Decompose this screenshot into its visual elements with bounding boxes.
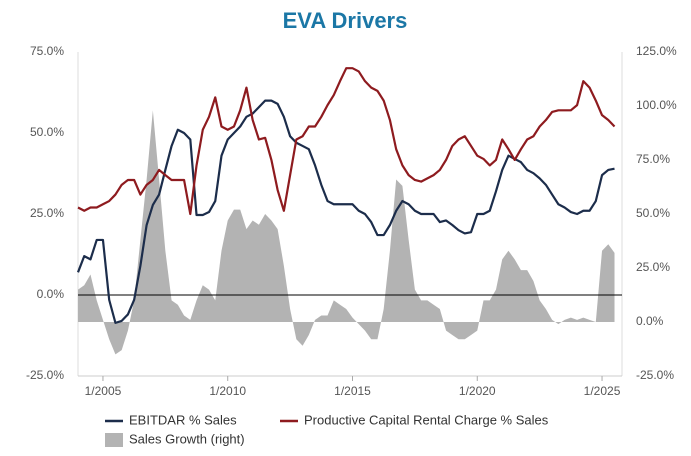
- legend-label: Productive Capital Rental Charge % Sales: [304, 412, 549, 427]
- y-tick-label: 0.0%: [37, 287, 65, 301]
- y-tick-label: 25.0%: [30, 206, 64, 220]
- x-tick-label: 1/2010: [209, 384, 246, 398]
- y2-tick-label: 50.0%: [636, 206, 670, 220]
- y-tick-label: -25.0%: [26, 368, 64, 382]
- line: [77, 67, 616, 216]
- x-tick-label: 1/2015: [334, 384, 371, 398]
- legend-label: EBITDAR % Sales: [129, 412, 237, 427]
- y-tick-label: 50.0%: [30, 125, 64, 139]
- line: [76, 99, 615, 324]
- y2-tick-label: 125.0%: [636, 44, 677, 58]
- legend-label: Sales Growth (right): [129, 431, 245, 446]
- y2-tick-label: 25.0%: [636, 260, 670, 274]
- y2-tick-label: 0.0%: [636, 314, 664, 328]
- y-tick-label: 75.0%: [30, 44, 64, 58]
- y2-tick-label: 75.0%: [636, 152, 670, 166]
- y2-tick-label: 100.0%: [636, 98, 677, 112]
- y2-tick-label: -25.0%: [636, 368, 674, 382]
- chart-title: EVA Drivers: [283, 8, 408, 33]
- area: [78, 110, 615, 355]
- legend-swatch: [105, 433, 123, 447]
- x-tick-label: 1/2020: [459, 384, 496, 398]
- x-tick-label: 1/2025: [584, 384, 621, 398]
- x-tick-label: 1/2005: [85, 384, 122, 398]
